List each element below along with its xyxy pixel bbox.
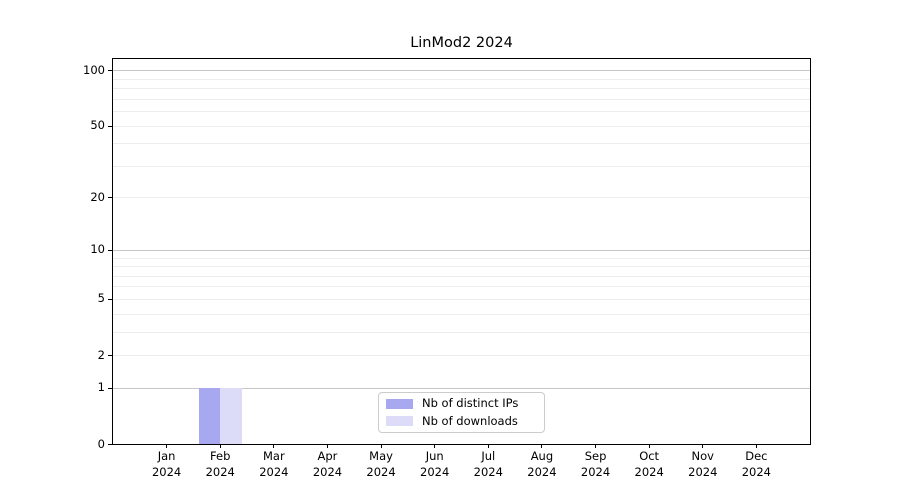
gridline-major (113, 70, 810, 72)
x-tick (434, 444, 436, 448)
x-tick-label: Jun 2024 (420, 449, 450, 479)
legend-item-downloads: Nb of downloads (386, 413, 544, 428)
gridline-minor (113, 125, 810, 127)
legend: Nb of distinct IPs Nb of downloads (378, 392, 545, 433)
gridline-minor (113, 88, 810, 90)
x-tick-label: Feb 2024 (205, 449, 235, 479)
y-tick-label: 5 (97, 291, 105, 306)
x-tick (487, 444, 489, 448)
y-tick (108, 298, 112, 300)
y-tick-label: 2 (97, 347, 105, 362)
plot-area (112, 58, 811, 445)
gridline-minor (113, 331, 810, 333)
y-tick-label: 10 (90, 242, 105, 257)
gridline-minor (113, 98, 810, 100)
x-tick (702, 444, 704, 448)
gridline-minor (113, 111, 810, 113)
legend-label-downloads: Nb of downloads (422, 413, 518, 428)
gridline-major (113, 249, 810, 251)
x-tick (595, 444, 597, 448)
gridline-minor (113, 313, 810, 315)
x-tick (219, 444, 221, 448)
x-tick (755, 444, 757, 448)
x-tick-label: Jul 2024 (473, 449, 503, 479)
chart-title: LinMod2 2024 (410, 35, 513, 51)
x-tick (648, 444, 650, 448)
x-tick (541, 444, 543, 448)
y-tick-label: 1 (97, 380, 105, 395)
x-tick-label: Sep 2024 (580, 449, 611, 479)
gridline-major (113, 387, 810, 389)
y-tick (108, 444, 112, 445)
y-tick-label: 100 (83, 62, 105, 77)
legend-swatch-distinct-ips (386, 398, 413, 409)
legend-item-distinct-ips: Nb of distinct IPs (386, 397, 544, 410)
gridline-minor (113, 257, 810, 259)
x-tick-label: Mar 2024 (259, 449, 289, 479)
gridline-minor (113, 197, 810, 199)
gridline-minor (113, 275, 810, 277)
y-tick (108, 125, 112, 127)
x-tick-label: Oct 2024 (634, 449, 664, 479)
gridline-minor (113, 355, 810, 357)
bar-downloads (220, 387, 242, 444)
gridline-minor (113, 266, 810, 268)
bar-distinct-ips (198, 387, 221, 444)
x-tick-label: May 2024 (366, 449, 396, 479)
x-tick-label: Jan 2024 (151, 449, 182, 479)
legend-swatch-downloads (386, 416, 413, 427)
x-tick (273, 444, 275, 448)
y-tick (108, 355, 112, 357)
y-tick-label: 50 (90, 118, 105, 133)
y-tick (108, 249, 112, 251)
x-tick-label: Aug 2024 (527, 449, 557, 479)
x-tick (166, 444, 168, 448)
x-tick-label: Apr 2024 (312, 449, 343, 479)
y-tick (108, 197, 112, 199)
x-tick-label: Dec 2024 (741, 449, 772, 479)
gridline-minor (113, 165, 810, 167)
gridline-minor (113, 78, 810, 80)
gridline-minor (113, 143, 810, 145)
x-tick (326, 444, 328, 448)
legend-label-distinct-ips: Nb of distinct IPs (422, 396, 519, 411)
gridline-minor (113, 286, 810, 288)
x-tick-label: Nov 2024 (688, 449, 718, 479)
y-tick (108, 387, 112, 389)
y-tick (108, 70, 112, 72)
gridline-minor (113, 298, 810, 300)
x-tick (380, 444, 382, 448)
y-tick-label: 0 (97, 436, 105, 451)
y-tick-label: 20 (90, 189, 105, 204)
